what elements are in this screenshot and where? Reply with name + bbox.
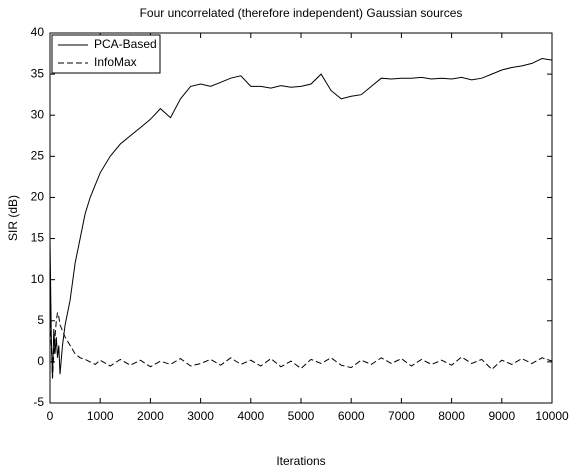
chart-title: Four uncorrelated (therefore independent… — [140, 6, 463, 20]
plot-frame — [49, 32, 553, 404]
legend-box — [51, 34, 161, 74]
x-tick-label: 1000 — [87, 409, 114, 423]
x-tick-label: 5000 — [288, 409, 315, 423]
x-tick-label: 7000 — [388, 409, 415, 423]
legend-label: InfoMax — [94, 55, 137, 69]
x-tick-label: 10000 — [535, 409, 569, 423]
y-tick-label: 20 — [31, 190, 45, 204]
y-tick-label: -5 — [33, 395, 44, 409]
x-tick-label: 9000 — [488, 409, 515, 423]
y-tick-label: 5 — [37, 313, 44, 327]
x-tick-label: 3000 — [187, 409, 214, 423]
x-tick-label: 0 — [47, 409, 54, 423]
y-tick-label: 10 — [31, 272, 45, 286]
x-tick-label: 8000 — [438, 409, 465, 423]
y-tick-label: 0 — [37, 354, 44, 368]
y-tick-label: 35 — [31, 66, 45, 80]
y-tick-label: 15 — [31, 231, 45, 245]
y-axis-label: SIR (dB) — [6, 195, 20, 241]
y-tick-label: 40 — [31, 25, 45, 39]
x-tick-label: 6000 — [338, 409, 365, 423]
y-tick-label: 30 — [31, 107, 45, 121]
x-tick-label: 2000 — [137, 409, 164, 423]
series-line — [49, 57, 553, 379]
y-tick-label: 25 — [31, 149, 45, 163]
x-axis-label: Iterations — [276, 454, 325, 468]
x-tick-label: 4000 — [237, 409, 264, 423]
series-line — [49, 312, 553, 379]
legend-label: PCA-Based — [94, 37, 157, 51]
